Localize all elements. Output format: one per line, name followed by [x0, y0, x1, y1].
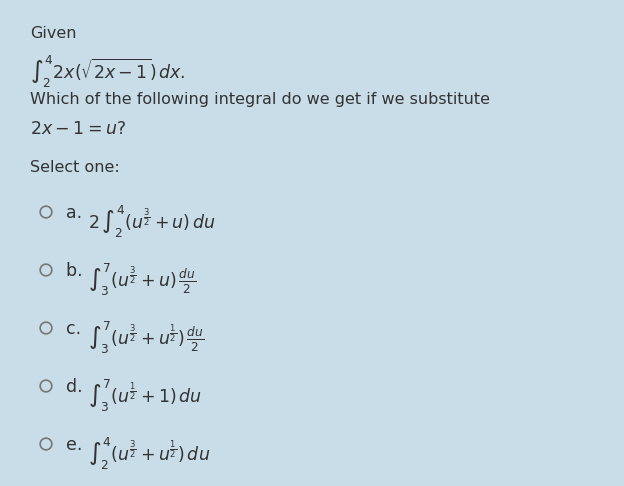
- Text: $\int_3^7(u^{\frac{3}{2}} + u^{\frac{1}{2}})\,\frac{du}{2}$: $\int_3^7(u^{\frac{3}{2}} + u^{\frac{1}{…: [88, 320, 205, 356]
- Text: $\int_2^4(u^{\frac{3}{2}} + u^{\frac{1}{2}})\,du$: $\int_2^4(u^{\frac{3}{2}} + u^{\frac{1}{…: [88, 436, 210, 472]
- Text: d.: d.: [66, 378, 88, 396]
- Text: Select one:: Select one:: [30, 160, 120, 175]
- Text: Given: Given: [30, 26, 77, 41]
- Text: $2\,\int_2^4(u^{\frac{3}{2}} + u)\,du$: $2\,\int_2^4(u^{\frac{3}{2}} + u)\,du$: [88, 204, 216, 240]
- Text: $\int_3^7(u^{\frac{3}{2}} + u)\,\frac{du}{2}$: $\int_3^7(u^{\frac{3}{2}} + u)\,\frac{du…: [88, 262, 196, 298]
- Text: $2x - 1 = u?$: $2x - 1 = u?$: [30, 120, 126, 138]
- Text: $\int_3^7(u^{\frac{1}{2}} + 1)\,du$: $\int_3^7(u^{\frac{1}{2}} + 1)\,du$: [88, 378, 202, 414]
- Text: e.: e.: [66, 436, 88, 454]
- Text: c.: c.: [66, 320, 87, 338]
- Text: a.: a.: [66, 204, 87, 222]
- Text: Which of the following integral do we get if we substitute: Which of the following integral do we ge…: [30, 92, 490, 107]
- Text: $\int_2^4 2x(\sqrt{2x-1})\,dx.$: $\int_2^4 2x(\sqrt{2x-1})\,dx.$: [30, 54, 185, 90]
- Text: b.: b.: [66, 262, 88, 280]
